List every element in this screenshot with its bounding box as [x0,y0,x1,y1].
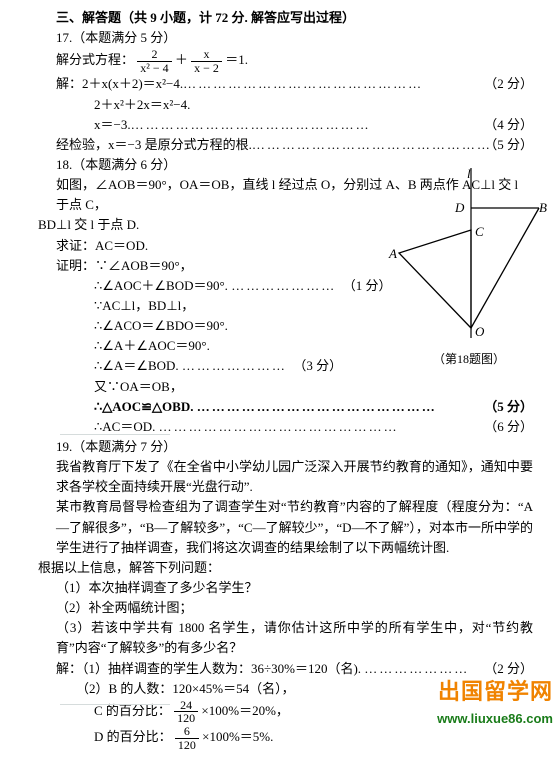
q17-title: 17.（本题满分 5 分） [38,28,533,48]
q19-title: 19.（本题满分 7 分） [38,437,533,457]
label-B: B [539,198,547,218]
q17-eq: ＝1. [225,52,248,67]
q18-p7: 又∵OA＝OB， [38,377,533,397]
q19-q3: （3）若该中学共有 1800 名学生，请你估计这所中学的所有学生中，对“节约教育… [38,618,533,658]
q18-score1: （1 分） [343,278,392,293]
q17-score3: （5 分） [484,135,533,155]
watermark-title: 出国留学网 [437,675,553,709]
section-heading: 三、解答题（共 9 小题，计 72 分. 解答应写出过程） [38,8,533,28]
q18-p3: ∵AC⊥l，BD⊥l， [38,296,533,316]
watermark: 出国留学网 www.liuxue86.com [437,675,553,729]
q18-p2: ∴∠AOC＋∠BOD＝90°. （1 分） [38,276,533,296]
q19-para3: 根据以上信息，解答下列问题： [38,558,533,578]
q18-p9: ∴AC＝OD. （6 分） [38,417,533,437]
watermark-url: www.liuxue86.com [437,709,553,729]
q17-line3: x＝−3. （4 分） [38,115,533,135]
q17-line2: 2＋x²＋2x＝x²−4. [38,95,533,115]
q17-stem-prefix: 解分式方程： [56,52,134,67]
q18-score2: （3 分） [293,358,342,373]
q19-q2: （2）补全两幅统计图； [38,598,533,618]
q19-para1: 我省教育厅下发了《在全省中小学幼儿园广泛深入开展节约教育的通知》，通知中要求各学… [38,457,533,497]
q17-line4: 经检验，x＝−3 是原分式方程的根. （5 分） [38,135,533,155]
q18-score3: （5 分） [484,397,533,417]
q18-score4: （6 分） [484,417,533,437]
q17-frac2: xx − 2 [191,48,222,74]
q17-frac1: 2x² − 4 [137,48,171,74]
q18-prove: 求证：AC＝OD. [38,236,533,256]
q18-p8: ∴△AOC≌△OBD. （5 分） [38,397,533,417]
label-l: l [467,164,471,184]
q18-p6: ∴∠A＝∠BOD. （3 分） [38,356,533,376]
q19-q1: （1）本次抽样调查了多少名学生？ [38,578,533,598]
label-D: D [455,198,464,218]
q18-p5: ∴∠A＋∠AOC＝90°. [38,336,533,356]
q19-para2: 某市教育局督导检查组为了调查学生对“节约教育”内容的了解程度（程度分为：“A—了… [38,497,533,557]
q17-plus: ＋ [175,52,188,67]
q18-p1: 证明：∵∠AOB＝90°， [38,256,533,276]
q17-stem: 解分式方程： 2x² − 4 ＋ xx − 2 ＝1. [38,48,533,74]
q17-score2: （4 分） [484,115,533,135]
q18-p4: ∴∠ACO＝∠BDO＝90°. [38,316,533,336]
q17-line1: 解：2＋x(x＋2)＝x²−4. （2 分） [38,74,533,94]
q17-score1: （2 分） [484,74,533,94]
